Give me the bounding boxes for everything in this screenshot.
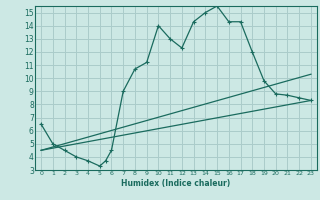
X-axis label: Humidex (Indice chaleur): Humidex (Indice chaleur): [121, 179, 231, 188]
